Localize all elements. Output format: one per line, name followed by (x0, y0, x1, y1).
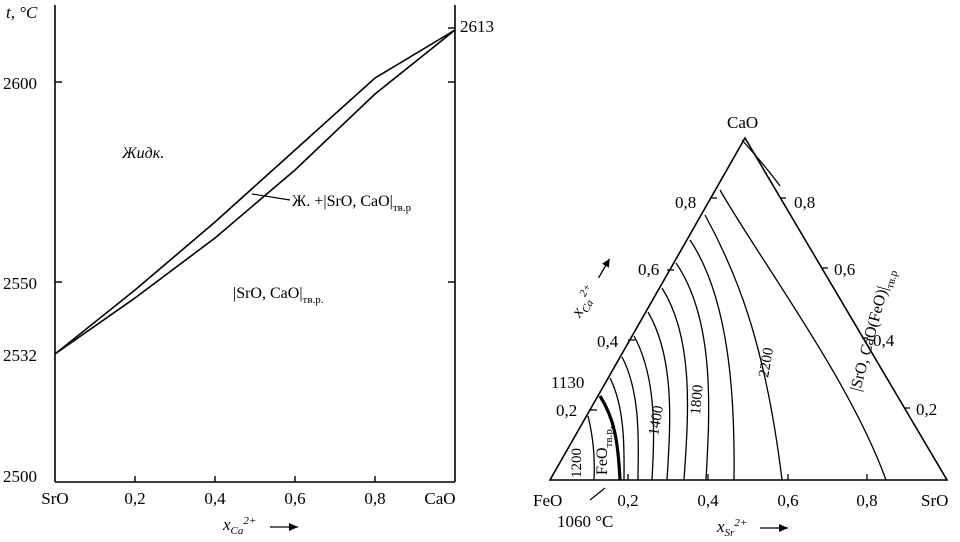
isotherm-1400 (621, 356, 639, 481)
label-1060: 1060 °C (557, 512, 613, 531)
right-tick-0-4: 0,4 (873, 331, 895, 350)
solidus-curve (54, 29, 456, 355)
left-tick-0-8: 0,8 (675, 193, 696, 212)
isotherm-label-1800: 1800 (688, 384, 707, 415)
left-tick-0-2: 0,2 (556, 401, 577, 420)
liquidus-curve (54, 29, 456, 355)
left-axis-label: xCa2+ (567, 282, 603, 323)
isotherm-label-1200-group: 1200 (569, 448, 585, 478)
vertex-sro: SrO (921, 491, 948, 510)
left-axis-label-group: xCa2+ (567, 258, 611, 323)
isotherm-label-1400-group: 1400 (646, 404, 667, 436)
x-tick-0-6: 0,6 (284, 489, 305, 508)
t-tick-2550: 2550 (3, 274, 37, 293)
left-tick-0-4: 0,4 (597, 332, 619, 351)
isotherm-1300 (609, 377, 625, 481)
isotherm-label-2200-group: 2200 (756, 346, 777, 378)
left-axis-arrowhead (602, 258, 610, 268)
isotherm-2000 (689, 239, 735, 481)
region-two-phase-label: Ж. +|SrO, CaO|тв.р (292, 193, 412, 214)
label-1130: 1130 (551, 373, 584, 392)
feo-region-label: FeOтв.р. (594, 426, 615, 475)
vertex-cao: CaO (727, 113, 758, 132)
ternary-diagram: CaO FeO SrO 0,8 0,6 0,4 0,2 0,8 0,6 0,4 … (533, 113, 948, 539)
left-tick-0-6: 0,6 (638, 260, 659, 279)
bottom-axis-label: xSr2+ (716, 517, 747, 539)
x-tick-sro: SrO (41, 489, 68, 508)
isotherm-label-1400: 1400 (646, 404, 667, 436)
leader-1060 (589, 487, 606, 501)
isotherm-label-1200: 1200 (569, 448, 585, 478)
isotherm-2200 (704, 214, 783, 481)
isotherm-1800 (675, 262, 710, 481)
solidus-boundary-curve (741, 139, 781, 187)
binary-phase-diagram: t, °C 2600 2550 2532 2500 2613 SrO 0,2 0… (3, 3, 494, 537)
region-liquid-label: Жидк. (121, 145, 164, 162)
solidus-bold-curve (598, 395, 622, 481)
isotherm-1200 (587, 415, 595, 481)
vertex-feo: FeO (533, 491, 562, 510)
region-solid-label: |SrO, CaO|тв.р. (233, 285, 324, 306)
x-axis-arrowhead (289, 523, 298, 531)
right-tick-0-6: 0,6 (834, 260, 855, 279)
isotherm-label-1800-group: 1800 (688, 384, 707, 415)
two-phase-leader-line (251, 193, 291, 201)
right-tick-0-2: 0,2 (916, 400, 937, 419)
t-tick-2600: 2600 (3, 74, 37, 93)
bottom-axis-arrowhead (779, 524, 788, 532)
t-tick-2532: 2532 (3, 346, 37, 365)
bottom-tick-0-6: 0,6 (777, 491, 798, 510)
right-tick-0-8: 0,8 (794, 193, 815, 212)
x-tick-0-4: 0,4 (204, 489, 226, 508)
x-tick-0-8: 0,8 (364, 489, 385, 508)
isotherm-label-2200: 2200 (756, 346, 777, 378)
ternary-triangle (548, 136, 949, 481)
x-tick-cao: CaO (424, 489, 455, 508)
x-tick-0-2: 0,2 (124, 489, 145, 508)
isotherm-1600 (647, 311, 671, 481)
t-axis-label: t, °C (6, 3, 38, 22)
bottom-tick-0-4: 0,4 (697, 491, 719, 510)
isotherm-1700 (661, 287, 689, 481)
x-axis-label: xCa2+ (222, 515, 256, 537)
t-tick-2500: 2500 (3, 467, 37, 486)
feo-region-label-group: FeOтв.р. (594, 426, 615, 475)
bottom-tick-0-2: 0,2 (617, 491, 638, 510)
top-value-2613: 2613 (460, 17, 494, 36)
bottom-tick-0-8: 0,8 (856, 491, 877, 510)
isotherm-1500 (633, 335, 655, 481)
isotherm-2400 (719, 189, 887, 481)
